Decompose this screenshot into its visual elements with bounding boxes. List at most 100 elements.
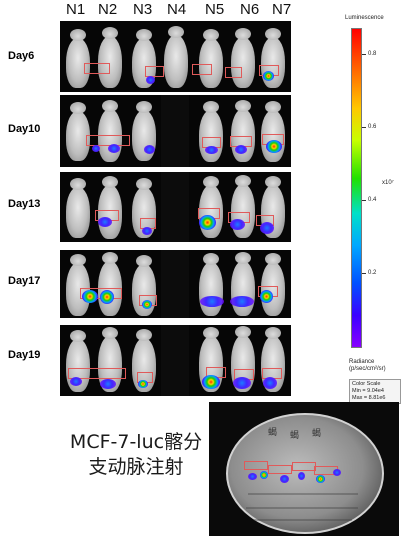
luminescence-signal — [100, 290, 114, 304]
column-label-n2: N2 — [98, 1, 118, 18]
color-scale-max: Max = 8.81e6 — [352, 395, 386, 401]
colorbar-tick — [362, 127, 366, 128]
column-label-n1: N1 — [66, 1, 86, 18]
empty-slot — [161, 95, 189, 167]
luminescence-signal — [142, 300, 152, 309]
mouse — [261, 101, 285, 162]
mouse — [98, 27, 122, 88]
day-label-day13: Day13 — [8, 198, 41, 210]
luminescence-signal — [230, 219, 245, 230]
colorbar-tick-label: 0.6 — [368, 124, 377, 130]
luminescence-signal — [199, 215, 216, 230]
bioluminescence-image-day13 — [60, 172, 291, 242]
radiance-label: Radiance (p/sec/cm²/sr) — [349, 359, 386, 373]
luminescence-signal — [263, 71, 274, 81]
luminescence-signal — [298, 472, 305, 480]
column-label-n6: N6 — [240, 1, 260, 18]
luminescence-signal — [333, 469, 341, 476]
column-label-n3: N3 — [133, 1, 153, 18]
dish-texture — [246, 507, 358, 509]
roi-box — [68, 368, 126, 379]
luminescence-colorbar — [351, 28, 362, 348]
luminescence-signal — [260, 290, 273, 303]
luminescence-signal — [280, 475, 289, 483]
luminescence-signal — [92, 145, 100, 152]
mouse — [66, 178, 90, 238]
roi-box — [145, 66, 164, 77]
luminescence-signal — [233, 377, 251, 389]
mouse — [261, 253, 285, 316]
colorbar-tick — [362, 273, 366, 274]
luminescence-signal — [70, 377, 82, 386]
roi-box — [225, 67, 242, 78]
day-label-day6: Day6 — [8, 50, 35, 62]
roi-box — [86, 135, 130, 146]
mouse — [66, 254, 90, 316]
luminescence-signal — [260, 222, 274, 234]
luminescence-signal — [202, 375, 220, 389]
mouse — [132, 101, 156, 161]
colorbar-title: Luminescence — [345, 15, 384, 21]
colorbar-tick-label: 0.4 — [368, 197, 377, 203]
empty-slot — [161, 172, 189, 242]
roi-box — [244, 461, 268, 470]
mouse — [231, 175, 255, 238]
dish-texture — [254, 519, 352, 521]
mouse — [199, 29, 223, 88]
caption-line-1: MCF-7-luc髂分 — [69, 431, 203, 453]
mouse — [231, 28, 255, 88]
mouse — [164, 26, 188, 88]
caption-line-2: 支动脉注射 — [88, 456, 184, 478]
dish-handwriting: 蝎 — [290, 431, 300, 441]
mouse — [199, 101, 223, 162]
colorbar-tick — [362, 200, 366, 201]
luminescence-signal — [144, 145, 155, 154]
petri-dish: 蝎 蝎 蝎 — [226, 413, 384, 534]
luminescence-signal — [235, 145, 247, 154]
bioluminescence-image-day10 — [60, 95, 291, 167]
petri-dish-image: 蝎 蝎 蝎 — [209, 402, 399, 536]
mouse — [231, 252, 255, 316]
mouse — [132, 29, 156, 88]
day-label-day19: Day19 — [8, 349, 41, 361]
luminescence-signal — [248, 473, 257, 480]
mouse — [261, 28, 285, 88]
color-scale-min: Min = 9.04e4 — [352, 388, 384, 394]
roi-box — [84, 63, 110, 74]
luminescence-signal — [98, 217, 112, 227]
luminescence-signal — [100, 379, 116, 389]
colorbar-exponent: x10⁷ — [382, 180, 394, 186]
bioluminescence-image-day6 — [60, 21, 291, 92]
color-scale-title: Color Scale — [352, 381, 381, 387]
radiance-title: Radiance — [349, 359, 375, 365]
luminescence-signal — [142, 227, 152, 235]
roi-box — [268, 465, 292, 474]
color-scale-box: Color Scale Min = 9.04e4 Max = 8.81e6 — [349, 379, 401, 404]
radiance-unit: (p/sec/cm²/sr) — [349, 366, 386, 372]
colorbar-tick-label: 0.2 — [368, 270, 377, 276]
dish-handwriting: 蝎 — [268, 428, 278, 438]
luminescence-signal — [266, 140, 282, 153]
column-label-n7: N7 — [272, 1, 292, 18]
luminescence-signal — [108, 144, 120, 153]
column-label-n5: N5 — [205, 1, 225, 18]
column-label-n4: N4 — [167, 1, 187, 18]
luminescence-signal — [82, 290, 98, 303]
luminescence-signal — [260, 471, 268, 479]
mouse — [199, 253, 223, 316]
roi-box — [292, 462, 316, 471]
luminescence-signal — [146, 76, 155, 84]
empty-slot — [161, 250, 189, 318]
luminescence-signal — [263, 377, 277, 389]
empty-slot — [161, 325, 189, 396]
luminescence-signal — [205, 146, 218, 154]
luminescence-signal — [200, 296, 224, 307]
dish-texture — [248, 493, 358, 495]
day-label-day17: Day17 — [8, 275, 41, 287]
luminescence-signal — [230, 296, 254, 307]
luminescence-signal — [316, 475, 325, 483]
roi-box — [192, 64, 212, 75]
mouse — [132, 329, 156, 392]
colorbar-tick — [362, 54, 366, 55]
dish-handwriting: 蝎 — [312, 429, 322, 439]
